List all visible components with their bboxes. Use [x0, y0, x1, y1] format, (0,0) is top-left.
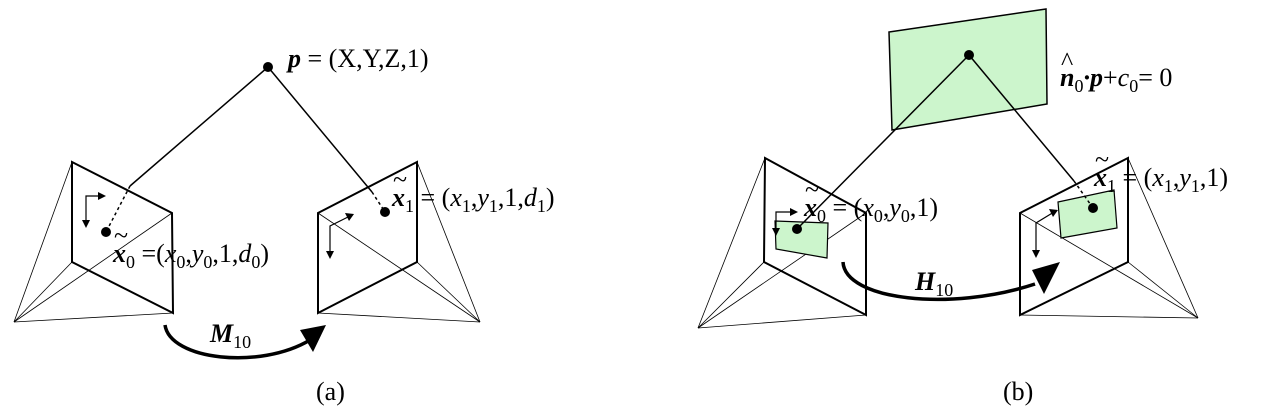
- caption-a: (a): [316, 377, 345, 406]
- left-camera-a: [13, 160, 175, 323]
- plane-normal-hat: ^: [1061, 47, 1073, 76]
- x0-label-b: x0 = (x0,y0,1): [803, 193, 938, 226]
- x1-label-a: x1 = (x1,y1,1,d1): [391, 183, 555, 216]
- x0-label-a: x0 =(x0,y0,1,d0): [112, 239, 269, 272]
- right-patch-b: [1057, 189, 1118, 239]
- x1-tilde-a: ~: [393, 165, 407, 194]
- left-patch-b: [774, 220, 829, 259]
- left-camera-b: [697, 156, 867, 329]
- right-camera-a: [317, 160, 481, 323]
- left-axes-a: [85, 195, 102, 224]
- right-camera-b: [1019, 156, 1199, 319]
- plane-equation-label: n0·p+c0= 0: [1060, 63, 1172, 96]
- world-plane-b: [888, 8, 1048, 131]
- right-axes-a: [329, 215, 351, 255]
- transform-arrowhead-b: [1032, 262, 1060, 294]
- transform-arrow-b: [841, 261, 1036, 302]
- caption-b: (b): [1003, 377, 1033, 406]
- x1-label-b: x1 = (x1,y1,1): [1093, 163, 1228, 196]
- world-point-label-a: p = (X,Y,Z,1): [286, 44, 429, 73]
- x0-tilde-a: ~: [114, 221, 128, 250]
- right-image-point-b: [1088, 203, 1098, 213]
- world-point-a: [263, 62, 273, 72]
- x1-tilde-b: ~: [1095, 145, 1109, 174]
- transform-label-b: H10: [914, 267, 953, 300]
- panel-a: p = (X,Y,Z,1) x1 = (x1,y1,1,d1) ~ x0 =(x…: [13, 44, 555, 406]
- x0-tilde-b: ~: [805, 175, 819, 204]
- right-image-point-a: [380, 207, 390, 217]
- transform-arrow-a: [163, 324, 311, 360]
- transform-arrowhead-a: [300, 325, 326, 352]
- transform-label-a: M10: [209, 319, 251, 352]
- left-image-point-a: [101, 227, 111, 237]
- left-image-point-b: [792, 224, 802, 234]
- world-point-b: [964, 50, 974, 60]
- panel-b: n0·p+c0= 0 ^ x1 = (x1,y1,1) ~ x0 = (x0,y…: [697, 8, 1228, 406]
- left-image-plane-a: [71, 160, 175, 315]
- left-image-plane-b: [762, 156, 867, 317]
